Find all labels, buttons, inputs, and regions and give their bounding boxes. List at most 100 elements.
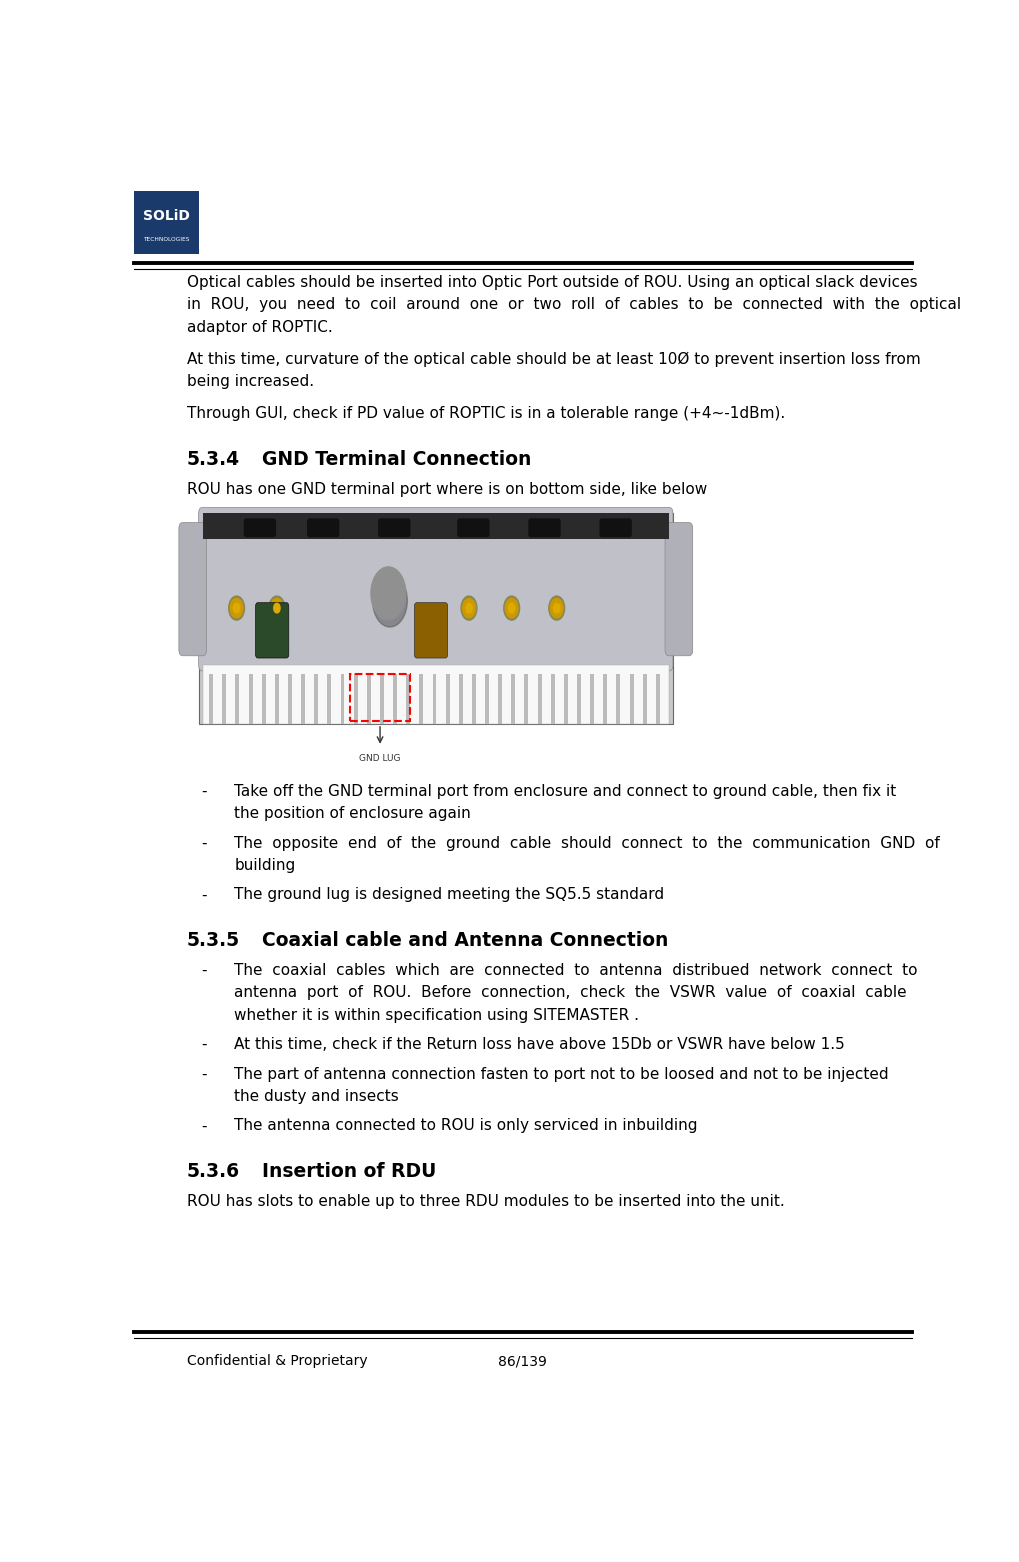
Text: -: - xyxy=(201,1037,206,1053)
FancyBboxPatch shape xyxy=(664,523,692,656)
FancyBboxPatch shape xyxy=(414,603,447,658)
Text: Confidential & Proprietary: Confidential & Proprietary xyxy=(186,1354,367,1368)
Bar xyxy=(262,673,265,723)
Text: 5.3.5: 5.3.5 xyxy=(186,931,239,950)
Text: The part of antenna connection fasten to port not to be loosed and not to be inj: The part of antenna connection fasten to… xyxy=(234,1067,888,1081)
FancyBboxPatch shape xyxy=(244,519,276,537)
Text: in  ROU,  you  need  to  coil  around  one  or  two  roll  of  cables  to  be  c: in ROU, you need to coil around one or t… xyxy=(186,297,960,312)
Bar xyxy=(235,673,239,723)
Text: Through GUI, check if PD value of ROPTIC is in a tolerable range (+4~-1dBm).: Through GUI, check if PD value of ROPTIC… xyxy=(186,406,785,420)
Text: 5.3.4: 5.3.4 xyxy=(186,450,239,469)
Bar xyxy=(642,673,646,723)
Bar xyxy=(203,665,668,723)
FancyBboxPatch shape xyxy=(199,508,673,672)
Bar xyxy=(133,191,199,253)
Bar xyxy=(445,673,449,723)
Bar xyxy=(537,673,541,723)
Bar xyxy=(629,673,633,723)
Text: GND LUG: GND LUG xyxy=(359,754,400,762)
Circle shape xyxy=(461,597,477,620)
Text: The  opposite  end  of  the  ground  cable  should  connect  to  the  communicat: The opposite end of the ground cable sho… xyxy=(234,836,940,851)
Bar xyxy=(497,673,501,723)
Text: whether it is within specification using SITEMASTER .: whether it is within specification using… xyxy=(234,1007,639,1023)
Circle shape xyxy=(371,567,406,620)
FancyBboxPatch shape xyxy=(378,519,410,537)
Bar xyxy=(564,673,568,723)
Circle shape xyxy=(508,603,515,612)
FancyBboxPatch shape xyxy=(256,603,288,658)
Text: Optical cables should be inserted into Optic Port outside of ROU. Using an optic: Optical cables should be inserted into O… xyxy=(186,275,916,291)
Text: -: - xyxy=(201,964,206,978)
FancyBboxPatch shape xyxy=(599,519,631,537)
Text: being increased.: being increased. xyxy=(186,373,314,389)
Text: adaptor of ROPTIC.: adaptor of ROPTIC. xyxy=(186,320,332,334)
Text: 5.3.6: 5.3.6 xyxy=(186,1162,239,1181)
Text: -: - xyxy=(201,1067,206,1081)
Bar xyxy=(511,673,515,723)
Text: -: - xyxy=(201,1118,206,1134)
Text: The  coaxial  cables  which  are  connected  to  antenna  distribued  network  c: The coaxial cables which are connected t… xyxy=(234,964,917,978)
Text: Coaxial cable and Antenna Connection: Coaxial cable and Antenna Connection xyxy=(262,931,667,950)
Bar xyxy=(274,673,278,723)
Bar xyxy=(203,514,668,539)
Circle shape xyxy=(228,597,245,620)
Circle shape xyxy=(553,603,559,612)
Circle shape xyxy=(269,597,284,620)
Bar xyxy=(249,673,253,723)
Bar xyxy=(550,673,554,723)
Bar xyxy=(472,673,476,723)
Bar xyxy=(354,673,358,723)
Text: TECHNOLOGIES: TECHNOLOGIES xyxy=(143,237,190,242)
Text: 86/139: 86/139 xyxy=(498,1354,546,1368)
Bar xyxy=(351,673,410,722)
FancyBboxPatch shape xyxy=(457,519,489,537)
Text: The ground lug is designed meeting the SQ5.5 standard: The ground lug is designed meeting the S… xyxy=(234,887,663,903)
Bar xyxy=(340,673,344,723)
Bar xyxy=(367,673,370,723)
Bar xyxy=(199,514,673,723)
Circle shape xyxy=(466,603,472,612)
Text: building: building xyxy=(234,858,296,873)
Bar xyxy=(590,673,593,723)
Text: ROU has one GND terminal port where is on bottom side, like below: ROU has one GND terminal port where is o… xyxy=(186,481,706,497)
Circle shape xyxy=(273,603,280,612)
Bar xyxy=(602,673,606,723)
Text: antenna  port  of  ROU.  Before  connection,  check  the  VSWR  value  of  coaxi: antenna port of ROU. Before connection, … xyxy=(234,986,906,1000)
Text: -: - xyxy=(201,784,206,800)
Bar xyxy=(485,673,488,723)
Text: the position of enclosure again: the position of enclosure again xyxy=(234,806,471,822)
Bar xyxy=(380,673,383,723)
Circle shape xyxy=(550,598,562,617)
Bar xyxy=(301,673,305,723)
Text: SOLiD: SOLiD xyxy=(143,209,190,223)
Bar xyxy=(524,673,528,723)
Circle shape xyxy=(504,598,518,617)
Bar xyxy=(327,673,331,723)
Text: Take off the GND terminal port from enclosure and connect to ground cable, then : Take off the GND terminal port from encl… xyxy=(234,784,896,800)
Text: -: - xyxy=(201,887,206,903)
Text: the dusty and insects: the dusty and insects xyxy=(234,1089,398,1104)
Circle shape xyxy=(548,597,565,620)
FancyBboxPatch shape xyxy=(178,523,206,656)
Bar xyxy=(577,673,581,723)
Bar xyxy=(209,673,213,723)
Circle shape xyxy=(372,575,407,626)
Text: At this time, check if the Return loss have above 15Db or VSWR have below 1.5: At this time, check if the Return loss h… xyxy=(234,1037,844,1053)
Bar xyxy=(615,673,620,723)
Text: The antenna connected to ROU is only serviced in inbuilding: The antenna connected to ROU is only ser… xyxy=(234,1118,697,1134)
Bar xyxy=(419,673,423,723)
Text: GND Terminal Connection: GND Terminal Connection xyxy=(262,450,531,469)
Bar xyxy=(459,673,463,723)
Bar xyxy=(406,673,410,723)
Bar xyxy=(655,673,659,723)
Bar xyxy=(222,673,226,723)
Bar xyxy=(392,673,396,723)
Circle shape xyxy=(503,597,519,620)
Bar xyxy=(314,673,318,723)
FancyBboxPatch shape xyxy=(528,519,560,537)
Text: ROU has slots to enable up to three RDU modules to be inserted into the unit.: ROU has slots to enable up to three RDU … xyxy=(186,1193,784,1209)
Bar xyxy=(432,673,436,723)
FancyBboxPatch shape xyxy=(307,519,339,537)
Circle shape xyxy=(463,598,475,617)
Circle shape xyxy=(230,598,243,617)
